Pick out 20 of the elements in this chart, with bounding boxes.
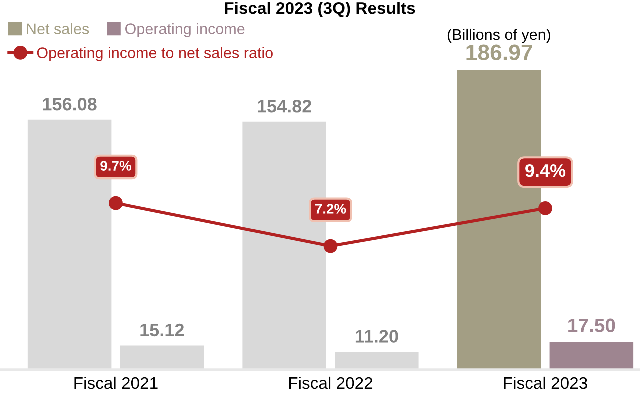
data-label: 154.82 bbox=[258, 100, 312, 113]
text: (Billions of yen) bbox=[448, 28, 550, 44]
legend-label: Operating income to net sales ratio bbox=[37, 47, 273, 62]
data-label: 11.20 bbox=[356, 330, 398, 343]
x-tick-label: Fiscal 2021 bbox=[74, 376, 158, 390]
legend-label: Net sales bbox=[27, 23, 90, 35]
data-label: 15.12 bbox=[140, 324, 184, 337]
bar bbox=[335, 352, 419, 370]
data-label: 9.4% bbox=[526, 164, 566, 178]
x-tick-label: Fiscal 2022 bbox=[289, 376, 373, 390]
legend-label: Operating income bbox=[126, 23, 245, 38]
x-tick-label: Fiscal 2023 bbox=[504, 376, 588, 390]
bar bbox=[120, 346, 204, 370]
data-label: 9.7% bbox=[100, 161, 132, 171]
data-label: 17.50 bbox=[568, 318, 616, 333]
data-label: 7.2% bbox=[316, 204, 346, 214]
bar bbox=[550, 342, 634, 370]
data-label: 156.08 bbox=[43, 98, 97, 111]
chart-title: Fiscal 2023 (3Q) Results bbox=[225, 2, 416, 18]
data-label: 186.97 bbox=[466, 44, 532, 60]
